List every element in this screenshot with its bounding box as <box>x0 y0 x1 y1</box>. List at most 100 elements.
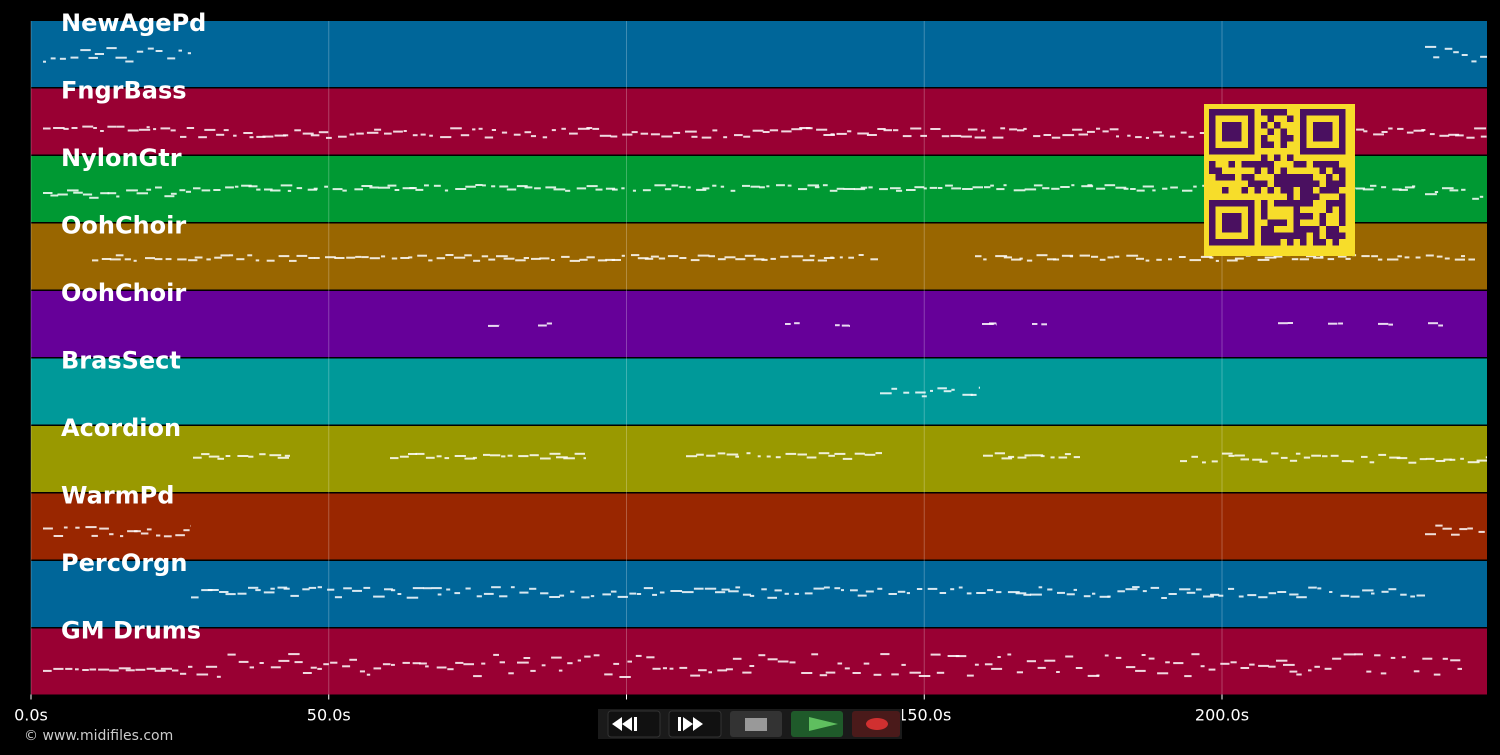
note <box>50 57 56 60</box>
note <box>758 654 766 657</box>
note <box>749 594 755 597</box>
note <box>1289 459 1298 462</box>
note <box>447 668 454 671</box>
note <box>888 593 897 595</box>
note <box>501 455 506 458</box>
note <box>1416 594 1425 597</box>
play-button[interactable] <box>791 711 843 737</box>
qr-module <box>1293 174 1300 181</box>
qr-module <box>1267 187 1274 194</box>
qr-module <box>1261 161 1268 168</box>
note <box>1397 127 1404 130</box>
note <box>1186 591 1196 594</box>
note <box>864 453 876 456</box>
qr-module <box>1287 115 1294 122</box>
qr-module <box>1267 226 1274 233</box>
note <box>178 49 182 52</box>
note <box>381 255 386 258</box>
note <box>877 587 883 590</box>
note <box>82 125 94 128</box>
note <box>701 136 712 139</box>
note <box>1289 670 1298 673</box>
note <box>1330 454 1339 457</box>
note <box>586 185 598 188</box>
note <box>921 395 927 398</box>
tick-label: 150.0s <box>897 706 951 725</box>
note <box>501 131 508 134</box>
rewind-button[interactable] <box>607 710 661 738</box>
note <box>1355 187 1365 190</box>
stop-button[interactable] <box>730 711 782 737</box>
note <box>94 53 104 55</box>
note <box>63 127 69 130</box>
note <box>247 254 253 257</box>
qr-module <box>1339 193 1346 200</box>
note <box>499 661 505 664</box>
note <box>1343 653 1356 656</box>
note <box>644 257 654 260</box>
note <box>767 658 778 661</box>
record-button[interactable] <box>852 711 900 737</box>
forward-button[interactable] <box>668 710 722 738</box>
note <box>1289 593 1299 596</box>
note <box>465 185 476 188</box>
note <box>774 589 782 592</box>
note <box>125 60 134 63</box>
qr-module <box>1306 226 1313 233</box>
note <box>1479 195 1484 198</box>
note <box>318 131 329 134</box>
note <box>310 134 320 137</box>
note <box>387 184 397 187</box>
note <box>1369 461 1375 464</box>
note <box>767 596 777 599</box>
note <box>947 655 960 657</box>
note <box>943 390 952 393</box>
qr-module <box>1274 219 1281 226</box>
note <box>1273 255 1283 258</box>
qr-module <box>1326 232 1333 239</box>
note <box>205 665 218 668</box>
note <box>720 185 725 188</box>
note <box>761 258 768 261</box>
note <box>569 259 580 262</box>
note <box>909 671 921 674</box>
note <box>1141 654 1146 656</box>
note <box>1410 595 1415 598</box>
note <box>976 592 986 594</box>
note <box>1371 255 1378 258</box>
note <box>823 257 835 259</box>
note <box>229 254 234 257</box>
note <box>1066 593 1075 596</box>
note <box>565 189 571 192</box>
qr-module <box>1326 226 1333 233</box>
note <box>133 259 137 262</box>
note <box>67 189 79 192</box>
note <box>877 128 886 130</box>
transport-toolbar <box>598 709 902 739</box>
note <box>866 134 877 136</box>
note <box>1130 188 1136 190</box>
note <box>658 257 666 260</box>
note <box>664 188 672 191</box>
note <box>1443 458 1452 461</box>
qr-module <box>1280 167 1287 174</box>
qr-module <box>1241 187 1248 194</box>
note <box>540 457 551 460</box>
qr-module <box>1332 226 1339 233</box>
note <box>605 258 615 261</box>
note <box>1258 596 1268 599</box>
note <box>551 656 562 659</box>
note <box>717 452 726 455</box>
note <box>100 130 104 132</box>
note <box>1435 524 1443 527</box>
forward-icon <box>678 717 703 731</box>
track-lane <box>31 426 1487 492</box>
note <box>891 673 899 676</box>
note <box>858 254 864 256</box>
note <box>317 667 322 670</box>
note <box>241 184 252 187</box>
note <box>146 667 156 670</box>
note <box>780 255 789 258</box>
note <box>179 189 186 192</box>
note <box>431 587 442 590</box>
